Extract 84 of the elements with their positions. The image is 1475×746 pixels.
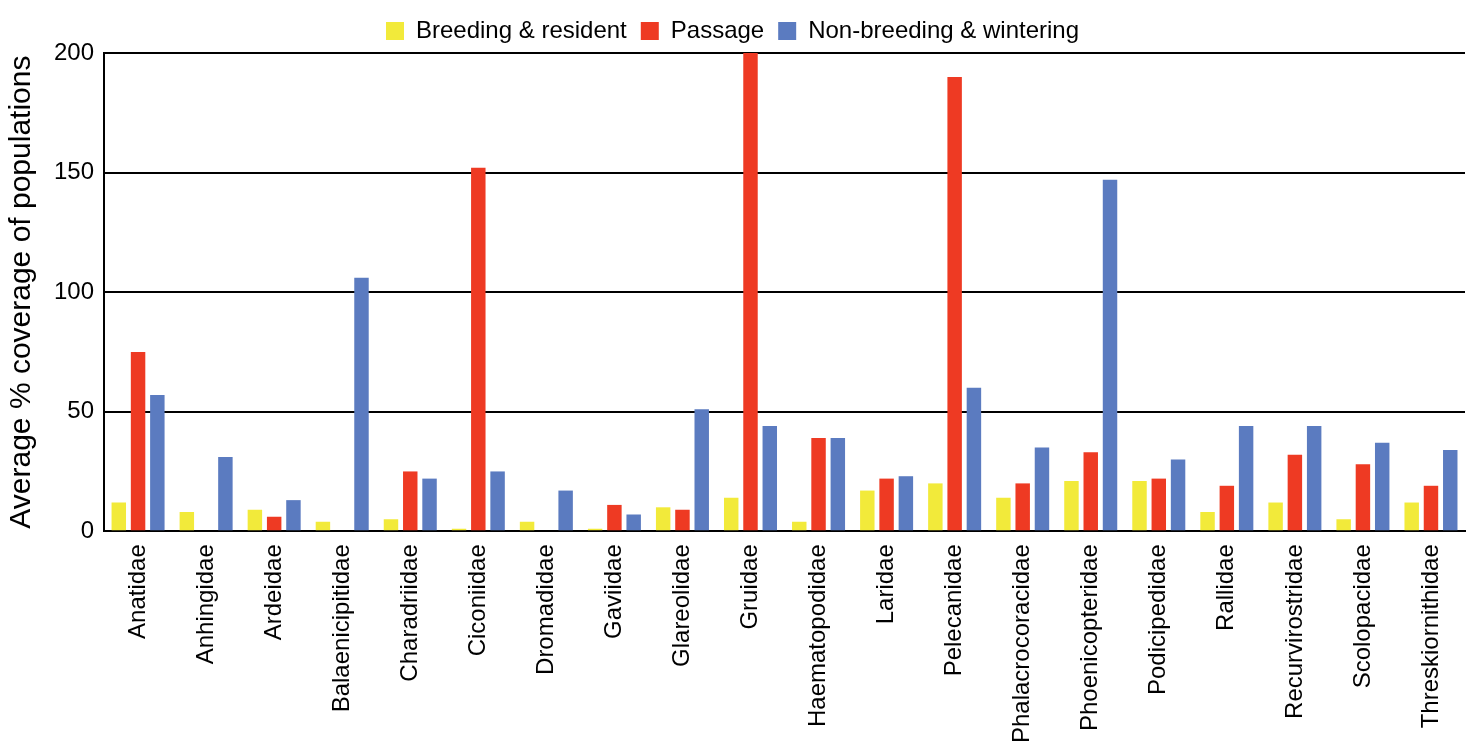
x-tick-label: Gruidae [735, 544, 763, 630]
bar [898, 476, 914, 531]
x-tick-label: Balaenicipitidae [326, 544, 354, 713]
y-tick-label: 100 [54, 276, 95, 304]
bar [1443, 449, 1458, 531]
x-tick-label: Rallidae [1211, 544, 1239, 631]
bar [830, 437, 846, 531]
bar [928, 483, 943, 531]
x-tick-label: Recurvirostridae [1279, 544, 1307, 719]
bar [1170, 459, 1186, 531]
bar [947, 76, 962, 531]
bar [130, 351, 146, 531]
bar [266, 516, 282, 531]
bar [247, 509, 263, 531]
legend-label: Passage [670, 15, 765, 43]
bar [150, 394, 165, 531]
x-tick-label: Dromadidae [530, 544, 558, 675]
bar [723, 497, 739, 531]
bar [403, 471, 418, 531]
bar [422, 478, 437, 531]
bar [860, 490, 875, 531]
bar [655, 507, 671, 531]
bar [1306, 426, 1322, 531]
x-tick-label: Threskiornithidae [1415, 544, 1443, 729]
bar [558, 490, 573, 531]
x-tick-label: Laridae [871, 544, 899, 625]
bar [1355, 464, 1371, 531]
x-tick-label: Gaviidae [599, 544, 627, 639]
bar [1064, 481, 1079, 531]
bar [315, 521, 331, 531]
bar [879, 478, 894, 531]
y-axis-title: Average % coverage of populations [3, 55, 37, 529]
bar [286, 500, 301, 531]
bar [607, 504, 622, 531]
bar [1102, 179, 1118, 531]
bar [762, 426, 778, 531]
bar [1268, 502, 1283, 531]
x-tick-label: Pelecanidae [939, 544, 967, 677]
bar [1404, 502, 1419, 531]
bar [743, 53, 758, 531]
x-tick-label: Phalacrocoracidae [1007, 544, 1035, 744]
bar [811, 437, 826, 531]
legend-label: Non-breeding & wintering [808, 15, 1080, 43]
x-tick-label: Ardeidae [258, 544, 286, 641]
x-tick-label: Anatidae [122, 544, 150, 639]
bar [1219, 485, 1235, 531]
bar [1238, 426, 1254, 531]
bar [792, 521, 807, 531]
bar [218, 457, 233, 531]
bar [1034, 447, 1050, 531]
bar [996, 497, 1011, 531]
bar [675, 509, 690, 531]
x-tick-label: Phoenicopteridae [1075, 544, 1103, 732]
x-tick-label: Podicipedidae [1143, 544, 1171, 696]
bar [1151, 478, 1167, 531]
bar [1083, 452, 1098, 531]
bar [111, 502, 127, 531]
x-tick-label: Anhingidae [190, 544, 218, 665]
bar [383, 519, 399, 531]
x-tick-label: Scolopacidae [1347, 544, 1375, 689]
x-tick-label: Ciconiidae [462, 544, 490, 657]
x-tick-label: Glareolidae [667, 544, 695, 667]
bar [354, 277, 369, 531]
bar [490, 471, 505, 531]
x-tick-label: Charadriidae [394, 544, 422, 682]
bar [519, 521, 535, 531]
bar [966, 387, 982, 531]
bar [1015, 483, 1030, 531]
y-tick-label: 50 [67, 396, 95, 424]
x-tick-label: Haematopodidae [803, 544, 831, 728]
bar [1132, 481, 1147, 531]
bar [626, 514, 641, 531]
y-tick-label: 200 [54, 37, 95, 65]
y-tick-label: 0 [80, 515, 95, 543]
bar [1374, 442, 1390, 531]
bar [1336, 519, 1351, 531]
legend-label: Breeding & resident [415, 15, 628, 43]
bar [694, 409, 709, 531]
bar [1200, 512, 1215, 531]
bar [1423, 485, 1439, 531]
y-tick-label: 150 [54, 157, 95, 185]
bar [179, 512, 195, 531]
bar [471, 167, 486, 531]
bar [1287, 454, 1303, 531]
